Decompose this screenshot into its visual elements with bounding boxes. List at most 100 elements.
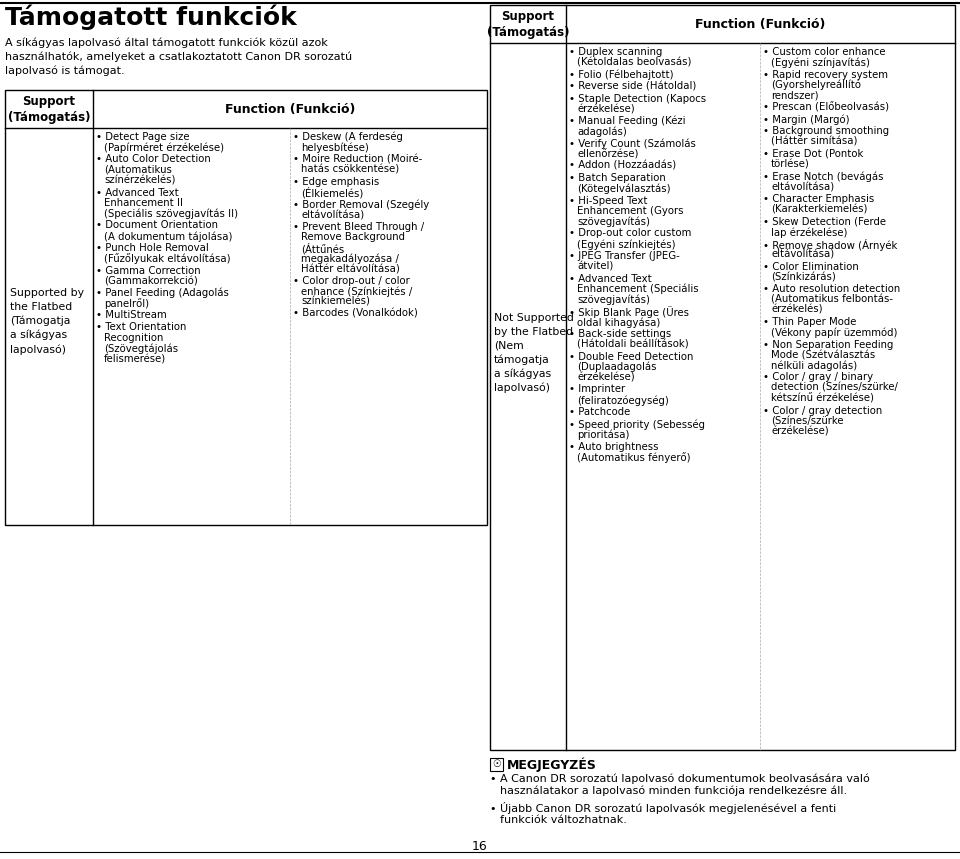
Text: (Gyorshelyreállító: (Gyorshelyreállító — [771, 80, 861, 90]
Text: funkciók változhatnak.: funkciók változhatnak. — [500, 815, 627, 825]
Text: • MultiStream: • MultiStream — [96, 310, 167, 320]
Text: rendszer): rendszer) — [771, 90, 819, 101]
Text: érzékelése): érzékelése) — [577, 373, 635, 382]
Bar — [5, 90, 487, 525]
Bar — [490, 758, 503, 771]
Text: (Élkiemelés): (Élkiemelés) — [301, 187, 364, 199]
Text: hatás csökkentése): hatás csökkentése) — [301, 165, 399, 175]
Text: • Auto resolution detection: • Auto resolution detection — [763, 284, 900, 294]
Text: adagolás): adagolás) — [577, 126, 627, 137]
Text: • Speed priority (Sebesség: • Speed priority (Sebesség — [569, 419, 705, 430]
Text: (Színkizárás): (Színkizárás) — [771, 272, 836, 282]
Text: • Deskew (A ferdeség: • Deskew (A ferdeség — [293, 132, 403, 143]
Text: • Duplex scanning: • Duplex scanning — [569, 47, 662, 57]
Text: eltávolítása): eltávolítása) — [301, 210, 364, 220]
Text: Supported by
the Flatbed
(Támogatja
a síkágyas
lapolvasó): Supported by the Flatbed (Támogatja a sí… — [10, 288, 84, 355]
Text: megakadályozása /: megakadályozása / — [301, 253, 398, 264]
Text: (Speciális szövegjavítás II): (Speciális szövegjavítás II) — [104, 209, 238, 219]
Text: • A Canon DR sorozatú lapolvasó dokumentumok beolvasására való: • A Canon DR sorozatú lapolvasó dokument… — [490, 773, 870, 783]
Text: Support
(Támogatás): Support (Támogatás) — [487, 10, 569, 39]
Text: • Color / gray detection: • Color / gray detection — [763, 405, 882, 416]
Text: • Erase Dot (Pontok: • Erase Dot (Pontok — [763, 149, 863, 159]
Text: • Thin Paper Mode: • Thin Paper Mode — [763, 317, 856, 327]
Text: kétszínű érzékelése): kétszínű érzékelése) — [771, 393, 874, 404]
Text: eltávolítása): eltávolítása) — [771, 249, 834, 259]
Text: • Imprinter: • Imprinter — [569, 385, 625, 394]
Text: (Papírméret érzékelése): (Papírméret érzékelése) — [104, 143, 224, 153]
Text: (Duplaadagolás: (Duplaadagolás — [577, 362, 657, 373]
Text: 16: 16 — [472, 840, 488, 853]
Text: • Addon (Hozzáadás): • Addon (Hozzáadás) — [569, 161, 676, 171]
Text: ☉: ☉ — [492, 759, 501, 769]
Text: • Auto brightness: • Auto brightness — [569, 442, 659, 452]
Text: • Advanced Text: • Advanced Text — [96, 187, 179, 198]
Text: • Edge emphasis: • Edge emphasis — [293, 177, 379, 187]
Text: • Non Separation Feeding: • Non Separation Feeding — [763, 339, 894, 350]
Text: • Batch Separation: • Batch Separation — [569, 173, 665, 183]
Text: • Character Emphasis: • Character Emphasis — [763, 194, 875, 204]
Text: • Custom color enhance: • Custom color enhance — [763, 47, 885, 57]
Text: • Remove shadow (Árnyék: • Remove shadow (Árnyék — [763, 239, 898, 251]
Text: • JPEG Transfer (JPEG-: • JPEG Transfer (JPEG- — [569, 251, 680, 261]
Text: szövegjavítás): szövegjavítás) — [577, 216, 650, 227]
Text: (feliratozóegység): (feliratozóegység) — [577, 395, 669, 405]
Text: Enhancement (Gyors: Enhancement (Gyors — [577, 206, 684, 216]
Text: • Reverse side (Hátoldal): • Reverse side (Hátoldal) — [569, 82, 696, 92]
Text: használatakor a lapolvasó minden funkciója rendelkezésre áll.: használatakor a lapolvasó minden funkció… — [500, 786, 847, 796]
Text: • Skip Blank Page (Üres: • Skip Blank Page (Üres — [569, 307, 689, 319]
Text: • Double Feed Detection: • Double Feed Detection — [569, 351, 693, 362]
Text: Recognition: Recognition — [104, 333, 163, 343]
Text: • Back-side settings: • Back-side settings — [569, 329, 671, 339]
Text: Mode (Szétválasztás: Mode (Szétválasztás — [771, 350, 876, 360]
Text: A síkágyas lapolvasó által támogatott funkciók közül azok
használhatók, amelyeke: A síkágyas lapolvasó által támogatott fu… — [5, 37, 352, 76]
Text: • Rapid recovery system: • Rapid recovery system — [763, 70, 888, 80]
Text: Function (Funkció): Function (Funkció) — [695, 18, 826, 31]
Text: • Gamma Correction: • Gamma Correction — [96, 265, 201, 276]
Text: Enhancement II: Enhancement II — [104, 198, 183, 208]
Text: nélküli adagolás): nélküli adagolás) — [771, 361, 857, 371]
Text: (Szövegtájolás: (Szövegtájolás — [104, 344, 179, 354]
Text: (Automatikus fényerő): (Automatikus fényerő) — [577, 452, 690, 463]
Text: • Folio (Félbehajtott): • Folio (Félbehajtott) — [569, 70, 674, 80]
Text: (Háttér simítása): (Háttér simítása) — [771, 137, 857, 147]
Text: detection (Színes/szürke/: detection (Színes/szürke/ — [771, 383, 898, 393]
Text: színérzékelés): színérzékelés) — [104, 175, 176, 186]
Text: • Background smoothing: • Background smoothing — [763, 126, 889, 137]
Text: ellenőrzése): ellenőrzése) — [577, 149, 638, 160]
Text: • Border Removal (Szegély: • Border Removal (Szegély — [293, 199, 429, 210]
Text: Support
(Támogatás): Support (Támogatás) — [8, 95, 90, 124]
Text: Not Supported
by the Flatbed
(Nem
támogatja
a síkágyas
lapolvasó): Not Supported by the Flatbed (Nem támoga… — [494, 313, 574, 393]
Text: prioritása): prioritása) — [577, 430, 630, 440]
Text: (Gammakorrekció): (Gammakorrekció) — [104, 276, 198, 286]
Text: • Panel Feeding (Adagolás: • Panel Feeding (Adagolás — [96, 288, 228, 298]
Text: törlése): törlése) — [771, 160, 810, 169]
Text: • Manual Feeding (Kézi: • Manual Feeding (Kézi — [569, 116, 685, 126]
Text: • Újabb Canon DR sorozatú lapolvasók megjelenésével a fenti: • Újabb Canon DR sorozatú lapolvasók meg… — [490, 802, 836, 814]
Text: (Színes/szürke: (Színes/szürke — [771, 416, 844, 426]
Text: • Moire Reduction (Moiré-: • Moire Reduction (Moiré- — [293, 155, 422, 165]
Text: Enhancement (Speciális: Enhancement (Speciális — [577, 284, 699, 295]
Bar — [490, 5, 955, 750]
Text: • Erase Notch (bevágás: • Erase Notch (bevágás — [763, 172, 883, 182]
Text: Function (Funkció): Function (Funkció) — [225, 103, 355, 116]
Text: • Hi-Speed Text: • Hi-Speed Text — [569, 196, 647, 205]
Text: • Detect Page size: • Detect Page size — [96, 132, 189, 142]
Text: érzékelése): érzékelése) — [771, 427, 828, 436]
Text: érzékelése): érzékelése) — [577, 104, 635, 114]
Text: (Áttűnés: (Áttűnés — [301, 243, 345, 254]
Text: Támogatott funkciók: Támogatott funkciók — [5, 5, 297, 31]
Text: • Text Orientation: • Text Orientation — [96, 322, 186, 332]
Text: eltávolítása): eltávolítása) — [771, 182, 834, 192]
Text: (Vékony papír üzemmód): (Vékony papír üzemmód) — [771, 327, 898, 338]
Text: (Karakterkiemelés): (Karakterkiemelés) — [771, 204, 868, 215]
Text: színkiemelés): színkiemelés) — [301, 297, 370, 307]
Text: • Color Elimination: • Color Elimination — [763, 261, 859, 271]
Text: • Advanced Text: • Advanced Text — [569, 273, 652, 283]
Text: érzékelés): érzékelés) — [771, 305, 823, 315]
Text: átvitel): átvitel) — [577, 261, 613, 271]
Text: (Fűzőlyukak eltávolítása): (Fűzőlyukak eltávolítása) — [104, 253, 230, 265]
Text: (A dokumentum tájolása): (A dokumentum tájolása) — [104, 231, 232, 241]
Text: (Egyéni színjavítás): (Egyéni színjavítás) — [771, 58, 870, 68]
Text: panelről): panelről) — [104, 298, 149, 309]
Text: (Automatikus: (Automatikus — [104, 165, 172, 175]
